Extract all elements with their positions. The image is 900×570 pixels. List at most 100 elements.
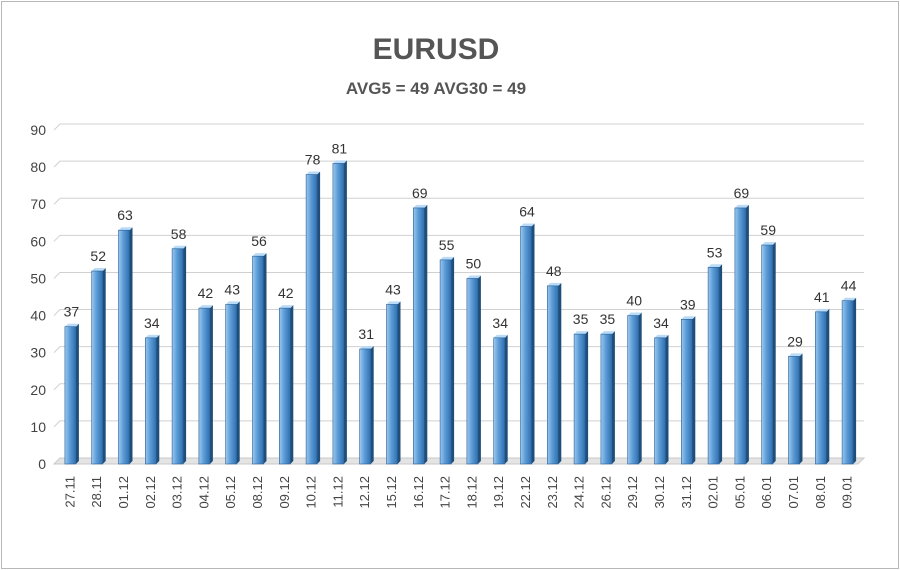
bar-side <box>719 264 723 464</box>
x-tick-label: 09.12 <box>277 476 292 509</box>
bar <box>841 297 857 465</box>
x-tick-label: 02.12 <box>143 476 158 509</box>
bar-top <box>627 312 642 316</box>
bar <box>546 282 562 465</box>
bar <box>386 301 401 465</box>
bar <box>520 223 535 465</box>
bar <box>278 305 294 465</box>
bar-top <box>493 334 508 338</box>
data-label: 34 <box>653 315 669 331</box>
bar <box>171 245 187 465</box>
data-label: 55 <box>439 237 455 253</box>
bar-side <box>236 301 240 464</box>
y-tick-label: 80 <box>30 159 46 175</box>
x-tick-label: 15.12 <box>384 476 399 509</box>
x-tick-label: 22.12 <box>518 476 533 509</box>
bar <box>252 253 267 465</box>
bar-top <box>386 301 401 305</box>
bar-top <box>708 264 723 268</box>
x-tick-label: 16.12 <box>411 476 426 509</box>
bar-front <box>814 311 827 465</box>
bar-front <box>198 307 211 465</box>
bar-top <box>172 245 187 249</box>
y-tick-label: 0 <box>38 456 46 472</box>
bar-front <box>680 318 693 465</box>
bar-side <box>853 297 857 464</box>
x-tick-label: 18.12 <box>464 476 479 509</box>
x-tick-label: 02.01 <box>706 476 721 509</box>
x-tick-label: 08.12 <box>250 476 265 509</box>
gridline <box>53 197 864 205</box>
bar-top <box>64 323 79 327</box>
x-tick-label: 29.12 <box>625 476 640 509</box>
bar-front <box>546 285 559 465</box>
bar-front <box>252 255 264 465</box>
bar-top <box>359 345 374 349</box>
bar <box>788 353 803 465</box>
bar-side <box>692 316 696 464</box>
bar-front <box>707 267 720 465</box>
gridline <box>53 383 864 391</box>
x-tick-label: 07.01 <box>786 476 801 509</box>
data-label: 52 <box>90 248 106 264</box>
data-label: 64 <box>519 203 535 219</box>
bar <box>493 334 508 465</box>
gridline <box>53 123 864 131</box>
data-label: 34 <box>144 315 160 331</box>
bar <box>118 227 133 465</box>
y-tick-label: 20 <box>30 382 46 398</box>
bar-front <box>145 337 157 465</box>
bar-front <box>386 304 398 465</box>
bar-side <box>611 331 615 464</box>
bar-top <box>279 305 294 309</box>
bar-front <box>305 174 318 465</box>
x-tick-label: 05.12 <box>223 476 238 509</box>
data-label: 40 <box>626 293 642 309</box>
bar-side <box>129 227 133 464</box>
bar <box>573 331 589 465</box>
bar-top <box>600 331 615 335</box>
bars <box>64 160 857 465</box>
bar-front <box>118 229 130 465</box>
x-tick-label: 08.01 <box>813 476 828 509</box>
bar <box>680 316 696 465</box>
bar-side <box>799 353 803 464</box>
x-tick-label: 10.12 <box>304 476 319 509</box>
gridline <box>53 309 864 316</box>
bar-top <box>654 334 669 338</box>
data-label: 39 <box>680 296 696 312</box>
bar-front <box>439 259 452 465</box>
data-label: 37 <box>64 304 80 320</box>
bar-top <box>842 297 857 301</box>
bar-top <box>466 275 481 279</box>
bar <box>332 160 347 465</box>
bar-side <box>183 245 187 464</box>
bar-front <box>788 356 800 465</box>
bar-side <box>772 242 776 464</box>
bar <box>439 256 455 465</box>
bar-side <box>477 275 481 464</box>
bar-front <box>412 207 425 465</box>
bar-front <box>225 304 237 465</box>
bar-top <box>145 334 160 338</box>
bar <box>707 264 723 465</box>
bar-front <box>64 326 77 465</box>
bar-top <box>815 308 830 312</box>
bar-side <box>75 323 79 464</box>
y-tick-label: 60 <box>30 233 46 249</box>
x-tick-label: 30.12 <box>652 476 667 509</box>
bar-side <box>290 305 294 464</box>
x-axis-ticks: 27.11 28.11 01.12 02.12 03.12 04.12 05.12 08.12… <box>62 476 854 509</box>
x-tick-label: 01.12 <box>116 476 131 509</box>
bar-top <box>574 331 589 335</box>
x-tick-label: 27.11 <box>62 476 77 508</box>
bar <box>359 345 374 465</box>
bar-top <box>225 301 240 305</box>
data-label: 34 <box>492 315 508 331</box>
bar-side <box>585 331 589 464</box>
bar-top <box>252 253 267 257</box>
data-label: 35 <box>600 311 616 327</box>
bar <box>412 204 428 465</box>
x-tick-label: 05.01 <box>732 476 747 509</box>
bar <box>64 323 79 465</box>
